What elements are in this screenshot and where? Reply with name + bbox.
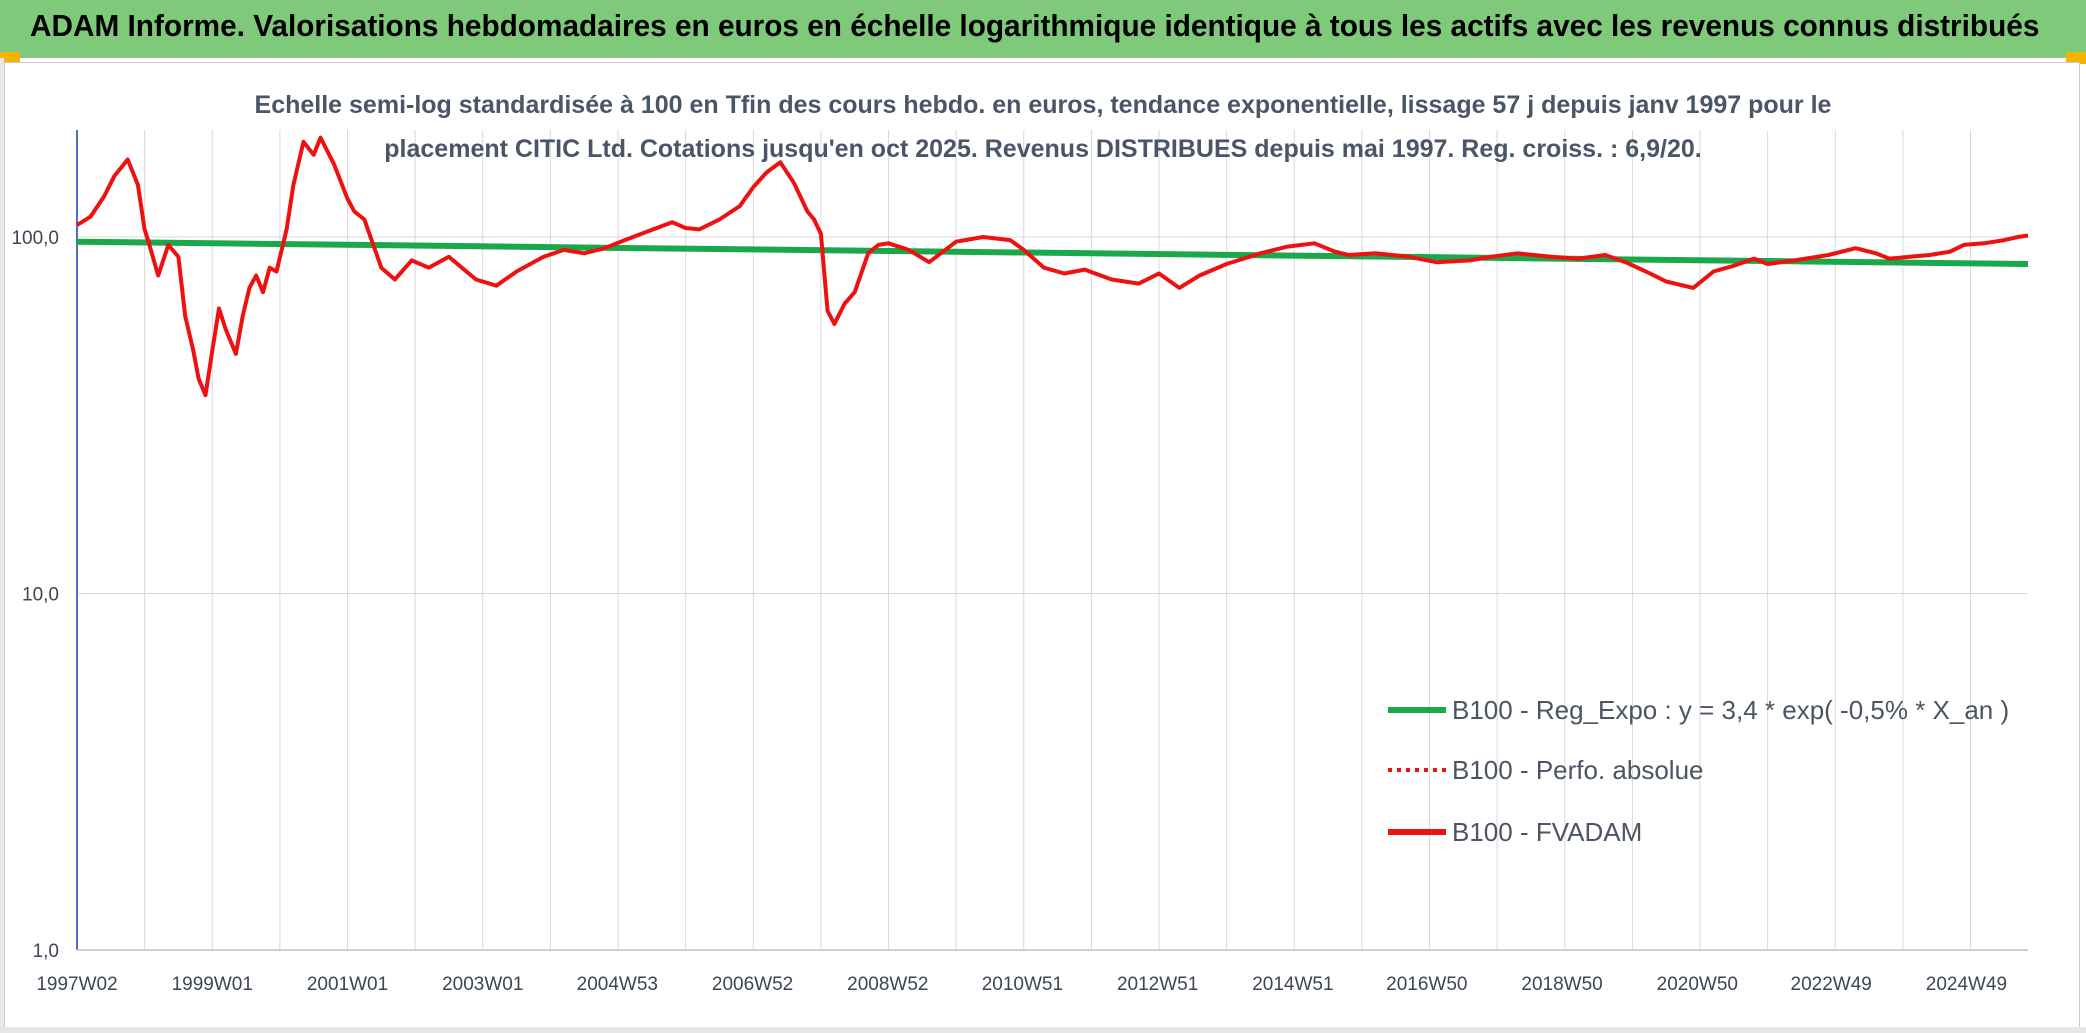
- series-layer: [75, 135, 2029, 398]
- bottom-border: [0, 1027, 2086, 1033]
- x-tick-label: 2020W50: [1657, 974, 1738, 995]
- chart-legend: B100 - Reg_Expo : y = 3,4 * exp( -0,5% *…: [1388, 695, 2009, 847]
- x-tick-label: 2016W50: [1386, 974, 1467, 995]
- page-title: ADAM Informe. Valorisations hebdomadaire…: [30, 8, 2040, 43]
- chart-title-line-2: placement CITIC Ltd. Cotations jusqu'en …: [384, 135, 1701, 163]
- corner-accent-left: [0, 52, 20, 64]
- y-tick-label: 1,0: [33, 941, 59, 962]
- x-tick-label: 1999W01: [172, 974, 253, 995]
- legend-label-trend: B100 - Reg_Expo : y = 3,4 * exp( -0,5% *…: [1452, 695, 2009, 725]
- chart-title: Echelle semi-log standardisée à 100 en T…: [255, 91, 1832, 163]
- legend-label-fvadam: B100 - FVADAM: [1452, 817, 1642, 847]
- x-tick-label: 2022W49: [1791, 974, 1872, 995]
- left-accent: [0, 58, 4, 1033]
- chart-axes: 100,0 10,0 1,0 1997W02 1999W01 2001W01 2003W01…: [11, 130, 2028, 995]
- x-tick-label: 2003W01: [442, 974, 523, 995]
- x-tick-label: 2018W50: [1521, 974, 1602, 995]
- corner-accent-right: [2066, 52, 2086, 64]
- series-line-fvadam: [75, 135, 2029, 398]
- header-bar: ADAM Informe. Valorisations hebdomadaire…: [0, 0, 2086, 58]
- y-tick-label: 10,0: [22, 585, 59, 606]
- x-tick-label: 2006W52: [712, 974, 793, 995]
- series-line-trend: [76, 238, 2029, 267]
- legend-label-perfo: B100 - Perfo. absolue: [1452, 755, 1704, 785]
- y-tick-label: 100,0: [11, 228, 59, 249]
- chart-frame: [4, 62, 2080, 1029]
- x-tick-label: 2004W53: [577, 974, 658, 995]
- x-tick-label: 2010W51: [982, 974, 1063, 995]
- x-tick-label: 2024W49: [1926, 974, 2007, 995]
- chart-title-line-1: Echelle semi-log standardisée à 100 en T…: [255, 91, 1832, 119]
- x-tick-label: 2008W52: [847, 974, 928, 995]
- x-tick-label: 1997W02: [36, 974, 117, 995]
- x-tick-label: 2012W51: [1117, 974, 1198, 995]
- x-tick-label: 2014W51: [1252, 974, 1333, 995]
- x-tick-label: 2001W01: [307, 974, 388, 995]
